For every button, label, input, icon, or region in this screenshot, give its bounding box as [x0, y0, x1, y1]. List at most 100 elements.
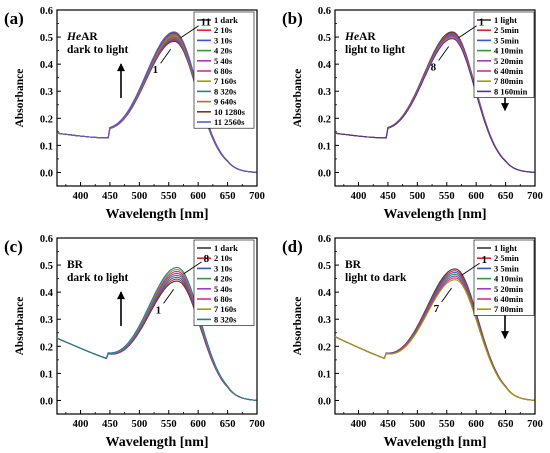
legend-label: 2 10s: [214, 25, 233, 35]
trend-arrow-head: [117, 291, 125, 300]
legend-label: 1 dark: [214, 15, 238, 25]
panel-note: HeAR: [344, 31, 376, 43]
trend-arrow-head: [501, 331, 509, 340]
x-tick-label: 400: [351, 419, 367, 430]
x-tick-label: 700: [249, 419, 265, 430]
x-axis-title: Wavelength [nm]: [383, 435, 486, 450]
legend-label: 2 10s: [214, 253, 233, 263]
y-tick-label: 0.6: [318, 234, 331, 245]
x-tick-label: 550: [439, 191, 455, 202]
series-group: [56, 266, 257, 401]
x-tick-label: 650: [220, 191, 236, 202]
series-group: [56, 31, 257, 173]
legend-label: 2 5min: [494, 253, 519, 263]
y-tick-label: 0.4: [40, 288, 54, 299]
y-tick-label: 0.5: [40, 33, 53, 44]
plot-frame: [56, 237, 258, 415]
x-axis-title: Wavelength [nm]: [383, 207, 486, 222]
series-line: [334, 38, 535, 173]
legend-label: 7 80min: [494, 304, 523, 314]
trend-arrow-head: [501, 103, 509, 112]
annotation-leader: [160, 48, 172, 64]
panel-note: BR: [67, 259, 84, 271]
x-tick-label: 600: [468, 191, 484, 202]
panel-note: BR: [345, 259, 362, 271]
y-tick-label: 0.0: [40, 396, 53, 407]
panel-label: (a): [4, 9, 24, 28]
y-axis-title: Absorbance: [14, 297, 26, 356]
y-tick-label: 0.6: [40, 234, 53, 245]
x-tick-label: 500: [409, 191, 425, 202]
legend-label: 7 80min: [494, 76, 523, 86]
y-tick-label: 0.1: [40, 141, 53, 152]
annotation-leader: [163, 289, 174, 304]
y-tick-label: 0.0: [318, 396, 331, 407]
y-tick-label: 0.0: [318, 168, 331, 179]
x-tick-label: 600: [190, 191, 206, 202]
annotation-leader: [438, 46, 450, 61]
y-tick-label: 0.4: [40, 60, 54, 71]
legend-label: 3 5min: [494, 263, 519, 273]
plot-frame: [334, 237, 536, 415]
legend-label: 1 dark: [214, 243, 238, 253]
series-line: [56, 266, 257, 401]
x-tick-label: 500: [131, 419, 147, 430]
annotation-bottom: 7: [434, 303, 440, 315]
x-tick-label: 500: [409, 419, 425, 430]
y-tick-label: 0.2: [40, 342, 53, 353]
legend-label: 4 20s: [214, 274, 233, 284]
x-tick-label: 550: [439, 419, 455, 430]
legend-box: [193, 239, 255, 326]
chart-panel: 400 450 500 550 600 650 700 0.0 0.1 0.2 0.3 0.4 0.5 0…: [282, 6, 543, 222]
legend-label: 10 1280s: [214, 107, 246, 117]
annotation-leader: [180, 25, 199, 39]
y-axis-title: Absorbance: [14, 69, 26, 128]
x-tick-label: 450: [380, 419, 396, 430]
y-tick-label: 0.5: [318, 33, 331, 44]
x-tick-label: 450: [380, 191, 396, 202]
legend-label: 2 5min: [494, 25, 519, 35]
x-tick-label: 700: [527, 419, 543, 430]
legend-label: 7 160s: [214, 304, 237, 314]
x-tick-label: 700: [249, 191, 265, 202]
legend-label: 5 20min: [494, 284, 523, 294]
legend-label: 8 320s: [214, 314, 237, 324]
legend-label: 6 80s: [214, 294, 233, 304]
annotation-leader: [461, 262, 480, 276]
legend-label: 8 320s: [214, 86, 237, 96]
y-tick-label: 0.3: [40, 87, 53, 98]
panel-note: HeAR: [66, 31, 98, 43]
x-tick-label: 550: [161, 419, 177, 430]
annotation-leader: [441, 287, 452, 303]
panel-note: dark to light: [67, 44, 129, 56]
x-tick-label: 600: [468, 419, 484, 430]
x-tick-label: 500: [131, 191, 147, 202]
x-tick-label: 700: [527, 191, 543, 202]
panel-label: (d): [282, 237, 303, 256]
x-tick-label: 650: [498, 419, 514, 430]
panel-label: (c): [4, 237, 23, 256]
x-tick-label: 400: [351, 191, 367, 202]
legend-label: 6 40min: [494, 294, 523, 304]
legend-box: [473, 11, 535, 98]
trend-arrow-head: [117, 63, 125, 72]
x-tick-label: 400: [73, 419, 89, 430]
annotation-bottom: 1: [153, 64, 159, 76]
x-axis-title: Wavelength [nm]: [105, 207, 208, 222]
plot-frame: [56, 9, 258, 187]
legend-label: 5 20min: [494, 56, 523, 66]
y-tick-label: 0.3: [318, 315, 331, 326]
y-tick-label: 0.2: [318, 342, 331, 353]
legend-label: 3 10s: [214, 263, 233, 273]
y-tick-label: 0.5: [318, 261, 331, 272]
legend-label: 9 640s: [214, 97, 237, 107]
y-tick-label: 0.4: [318, 288, 332, 299]
x-tick-label: 600: [190, 419, 206, 430]
y-axis-title: Absorbance: [292, 69, 304, 128]
annotation-bottom: 1: [156, 304, 162, 316]
annotation-top: 11: [201, 17, 211, 29]
legend-label: 4 10min: [494, 274, 523, 284]
y-tick-label: 0.2: [40, 114, 53, 125]
